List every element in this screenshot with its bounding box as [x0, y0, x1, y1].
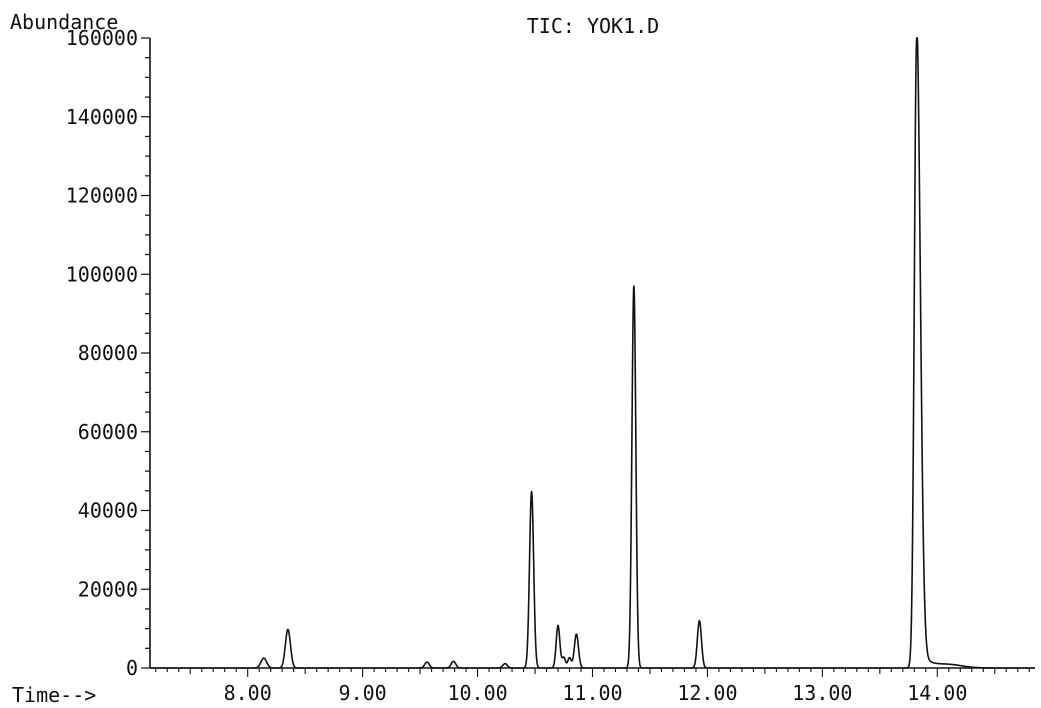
- y-tick-label: 20000: [78, 577, 138, 601]
- x-tick-labels: 8.00 9.00 10.00 11.00 12.00 13.00 14.00: [224, 681, 968, 705]
- y-tick-label: 100000: [66, 262, 138, 286]
- y-tick-labels: 0 20000 40000 60000 80000 100000 120000 140000 1…: [66, 26, 138, 680]
- y-tick-label: 160000: [66, 26, 138, 50]
- y-tick-label: 80000: [78, 341, 138, 365]
- x-tick-label: 11.00: [562, 681, 622, 705]
- y-tick-label: 40000: [78, 499, 138, 523]
- x-tick-label: 14.00: [907, 681, 967, 705]
- x-tick-label: 12.00: [677, 681, 737, 705]
- y-tick-label: 0: [126, 656, 138, 680]
- x-tick-label: 10.00: [447, 681, 507, 705]
- x-axis-label: Time-->: [12, 683, 96, 707]
- chart-title: TIC: YOK1.D: [527, 14, 659, 38]
- x-tick-label: 13.00: [792, 681, 852, 705]
- y-tick-label: 60000: [78, 420, 138, 444]
- axes: [141, 37, 1035, 677]
- y-tick-label: 140000: [66, 105, 138, 129]
- y-tick-label: 120000: [66, 184, 138, 208]
- tic-trace: [149, 37, 1036, 669]
- x-tick-label: 9.00: [339, 681, 387, 705]
- x-tick-label: 8.00: [224, 681, 272, 705]
- y-axis-label: Abundance: [10, 10, 118, 34]
